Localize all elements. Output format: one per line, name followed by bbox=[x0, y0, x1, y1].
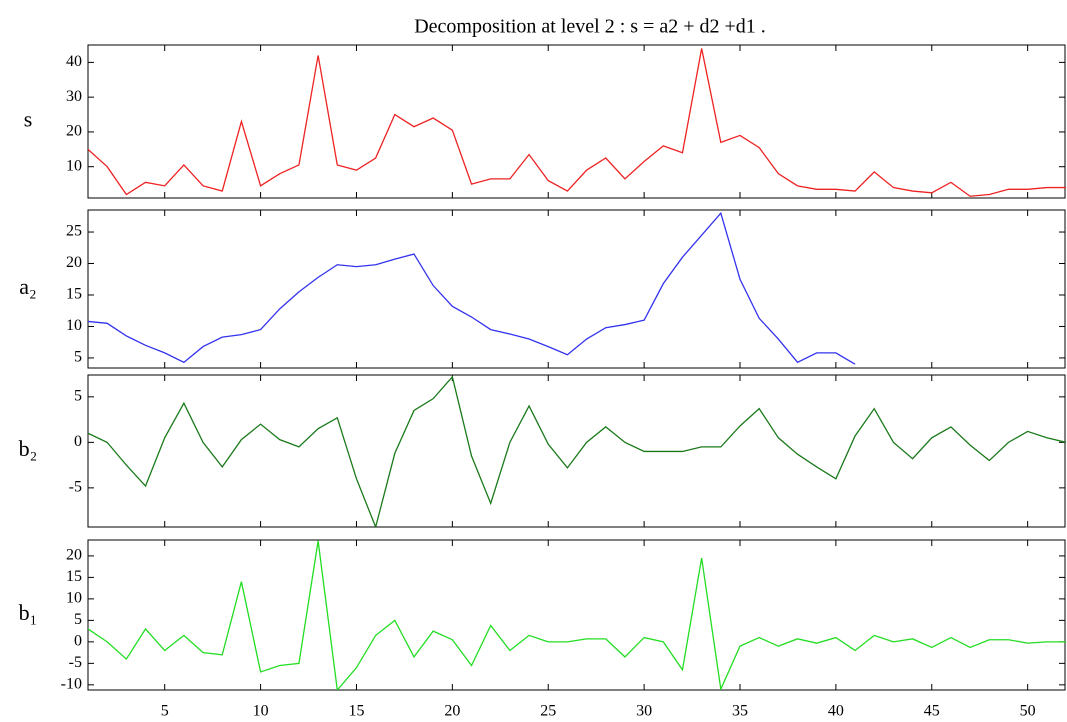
y-tick-label: 10 bbox=[66, 157, 82, 174]
y-tick-label: 20 bbox=[66, 123, 82, 140]
plot-frame bbox=[87, 374, 1066, 528]
y-tick-label: 15 bbox=[66, 568, 82, 585]
y-tick-label: 40 bbox=[66, 53, 82, 70]
y-tick-label: 5 bbox=[74, 611, 82, 628]
plot-frame bbox=[87, 44, 1066, 199]
y-tick-label: 0 bbox=[74, 633, 82, 650]
x-tick-label: 30 bbox=[636, 703, 652, 720]
x-tick-label: 50 bbox=[1020, 703, 1036, 720]
y-tick-label: 15 bbox=[66, 286, 82, 303]
series-line bbox=[88, 375, 1066, 527]
y-tick-label: 10 bbox=[66, 590, 82, 607]
x-tick-label: 40 bbox=[828, 703, 844, 720]
y-tick-label: 20 bbox=[66, 547, 82, 564]
y-axis-label: a₂ bbox=[19, 274, 36, 299]
y-tick-label: 20 bbox=[66, 254, 82, 271]
x-tick-label: 5 bbox=[161, 703, 169, 720]
series-line bbox=[88, 540, 1066, 690]
y-tick-label: 30 bbox=[66, 88, 82, 105]
y-axis-label: b₁ bbox=[19, 600, 38, 625]
x-tick-label: 15 bbox=[348, 703, 364, 720]
y-tick-label: 10 bbox=[66, 317, 82, 334]
y-axis-label: b₂ bbox=[19, 436, 38, 461]
x-tick-label: 10 bbox=[253, 703, 269, 720]
x-tick-label: 35 bbox=[732, 703, 748, 720]
chart-title: Decomposition at level 2 : s = a2 + d2 +… bbox=[414, 16, 766, 38]
x-tick-label: 45 bbox=[924, 703, 940, 720]
y-tick-label: 5 bbox=[74, 388, 82, 405]
x-tick-label: 20 bbox=[444, 703, 460, 720]
x-tick-label: 25 bbox=[540, 703, 556, 720]
y-tick-label: 0 bbox=[74, 433, 82, 450]
y-tick-label: -10 bbox=[61, 676, 82, 693]
y-tick-label: 25 bbox=[66, 223, 82, 240]
plot-frame bbox=[87, 209, 1066, 369]
series-line bbox=[88, 211, 856, 365]
y-tick-label: -5 bbox=[69, 654, 82, 671]
y-tick-label: 5 bbox=[74, 349, 82, 366]
y-tick-label: -5 bbox=[69, 479, 82, 496]
y-axis-label: s bbox=[24, 107, 33, 132]
plot-frame bbox=[87, 539, 1066, 691]
series-line bbox=[88, 48, 1066, 197]
